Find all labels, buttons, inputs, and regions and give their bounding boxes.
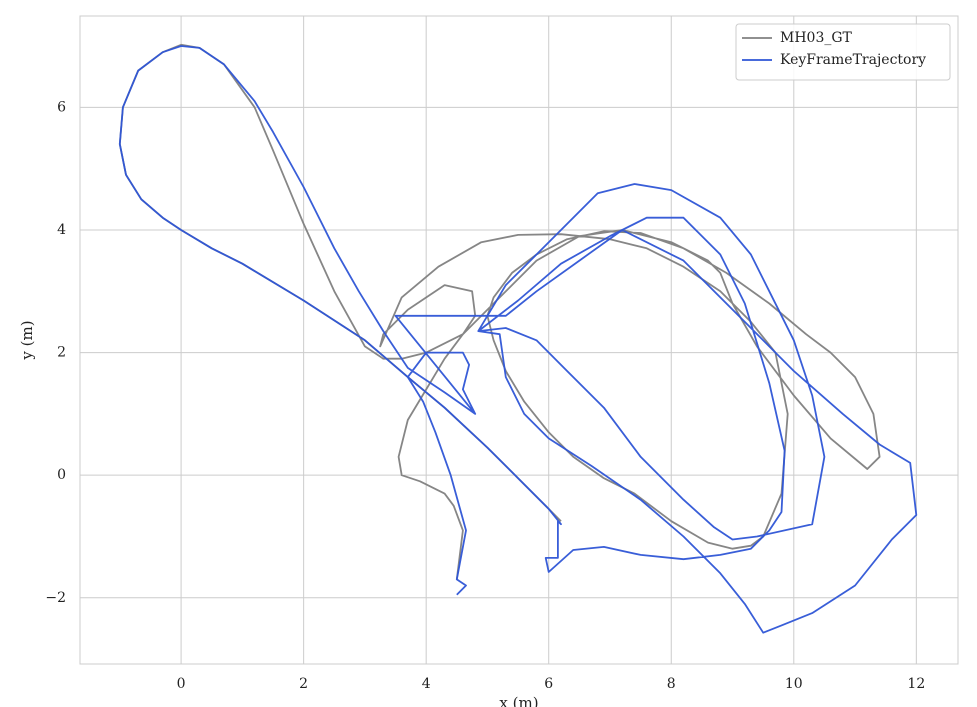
legend: MH03_GT KeyFrameTrajectory xyxy=(735,23,951,81)
x-axis-label: x (m) xyxy=(499,694,538,707)
lines xyxy=(118,43,918,634)
legend-box xyxy=(735,23,951,81)
plot-area xyxy=(79,15,959,665)
x-tick-label: 12 xyxy=(907,676,925,692)
x-tick-label: 8 xyxy=(667,676,676,692)
x-tick-label: 6 xyxy=(544,676,553,692)
x-tick-label: 2 xyxy=(299,676,308,692)
y-tick-label: −2 xyxy=(45,590,66,606)
trajectory-line xyxy=(118,45,918,634)
x-tick-label: 10 xyxy=(785,676,803,692)
y-tick-label: 6 xyxy=(57,99,66,115)
legend-label: KeyFrameTrajectory xyxy=(780,52,926,68)
y-axis-label: y (m) xyxy=(18,320,36,360)
x-tick-label: 4 xyxy=(422,676,431,692)
y-tick-label: 4 xyxy=(57,222,66,238)
y-tick-label: 2 xyxy=(57,345,66,361)
x-tick-label: 0 xyxy=(177,676,186,692)
legend-label: MH03_GT xyxy=(780,30,853,46)
grid: 0 2 4 6 8 10 12 −2 0 2 4 6 xyxy=(45,16,958,692)
y-tick-label: 0 xyxy=(57,467,66,483)
